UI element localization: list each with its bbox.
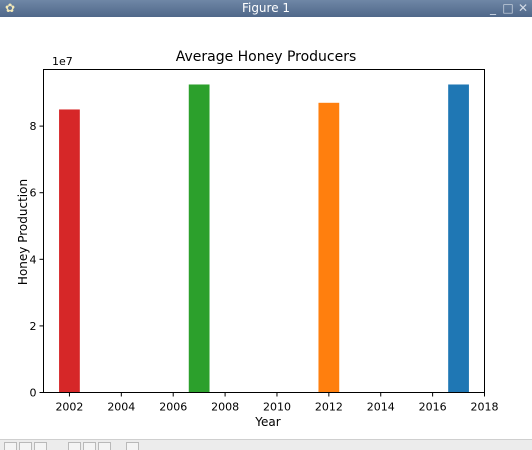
back-icon[interactable]	[19, 442, 32, 450]
forward-icon[interactable]	[34, 442, 47, 450]
y-tick-label: 8	[30, 120, 37, 133]
close-icon[interactable]: ✕	[517, 1, 529, 15]
x-tick-label: 2004	[107, 401, 135, 414]
bar-2017	[448, 84, 469, 393]
x-tick-label: 2006	[159, 401, 187, 414]
minimize-icon[interactable]: _	[490, 1, 496, 15]
x-tick-label: 2012	[315, 401, 343, 414]
y-axis-label: Honey Production	[16, 179, 30, 285]
save-icon[interactable]	[126, 442, 139, 450]
x-axis-label: Year	[254, 415, 280, 429]
configure-icon[interactable]	[98, 442, 111, 450]
plot-frame	[43, 69, 485, 393]
x-tick-label: 2018	[471, 401, 499, 414]
chart-title: Average Honey Producers	[176, 49, 357, 65]
pan-icon[interactable]	[68, 442, 81, 450]
x-tick-label: 2014	[367, 401, 395, 414]
bar-chart: Average Honey Producers 1e7 Honey Produc…	[16, 49, 499, 429]
x-tick-label: 2010	[263, 401, 291, 414]
maximize-icon[interactable]: □	[502, 1, 514, 15]
window-title: Figure 1	[241, 1, 291, 15]
navigation-toolbar	[0, 439, 532, 450]
x-tick-label: 2002	[55, 401, 83, 414]
y-tick-label: 6	[30, 187, 37, 200]
app-icon: ✿	[4, 1, 16, 15]
y-tick-label: 0	[30, 387, 37, 400]
y-tick-label: 2	[30, 320, 37, 333]
x-tick-label: 2008	[211, 401, 239, 414]
x-tick-label: 2016	[419, 401, 447, 414]
home-icon[interactable]	[4, 442, 17, 450]
zoom-icon[interactable]	[83, 442, 96, 450]
y-tick-label: 4	[30, 253, 37, 266]
bar-2012	[318, 102, 340, 393]
bar-2007	[188, 84, 210, 393]
window-titlebar: ✿ Figure 1 _ □ ✕	[0, 0, 532, 17]
bar-2002	[59, 109, 80, 393]
y-offset-label: 1e7	[52, 55, 73, 68]
